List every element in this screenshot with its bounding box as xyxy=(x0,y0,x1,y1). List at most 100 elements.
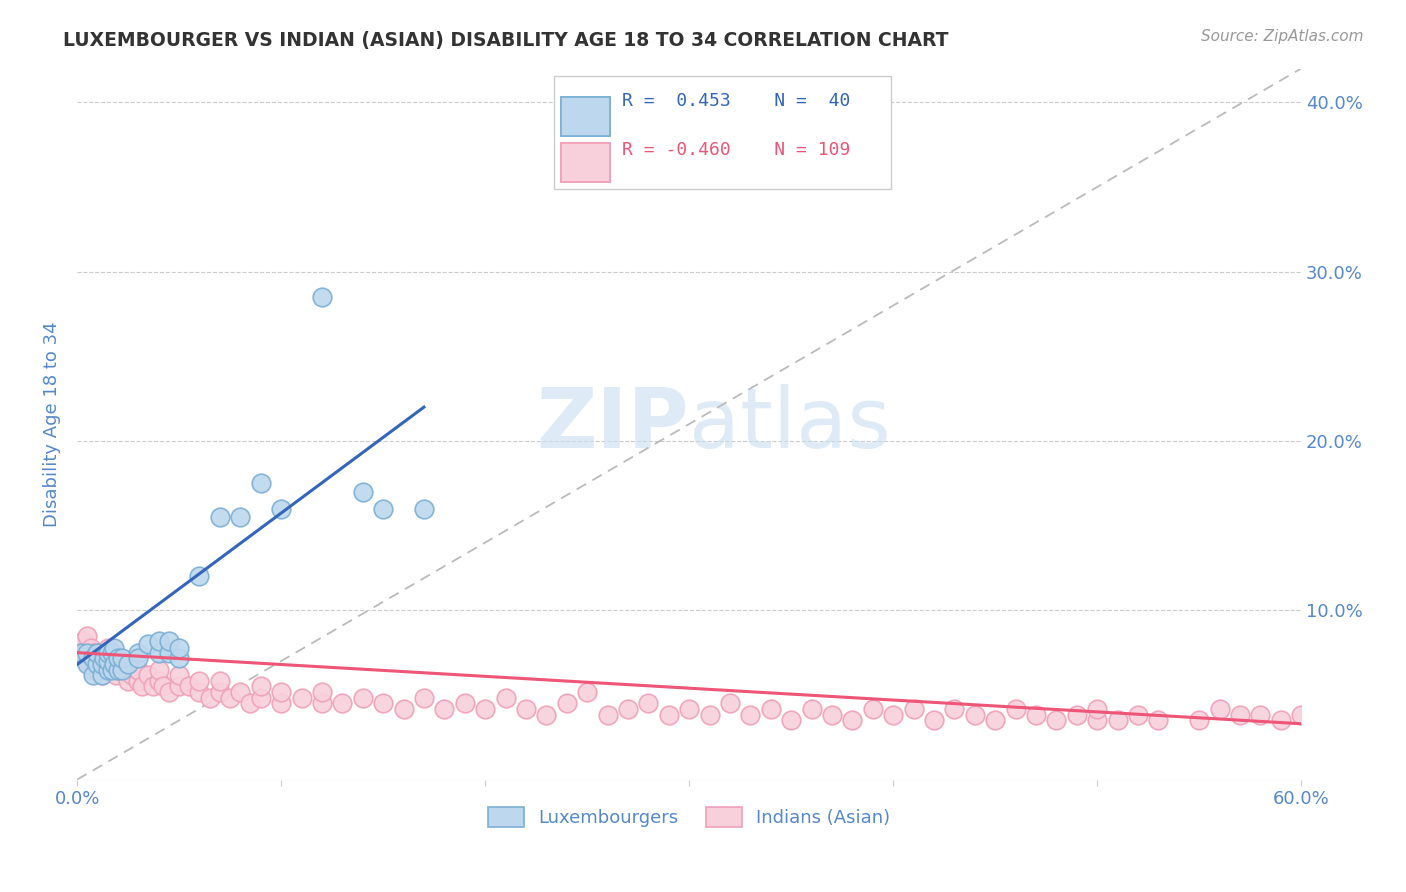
Point xyxy=(903,701,925,715)
Point xyxy=(108,663,131,677)
Point xyxy=(922,714,945,728)
Point xyxy=(80,650,103,665)
Point xyxy=(841,714,863,728)
Point xyxy=(127,674,149,689)
Point xyxy=(1025,708,1047,723)
Point xyxy=(433,701,456,715)
Point xyxy=(127,646,149,660)
Point xyxy=(412,501,434,516)
Point xyxy=(111,650,134,665)
Point xyxy=(576,684,599,698)
Point xyxy=(97,654,120,668)
Point xyxy=(617,701,640,715)
Text: R =  0.453    N =  40: R = 0.453 N = 40 xyxy=(621,92,851,110)
Point xyxy=(198,691,221,706)
Point xyxy=(740,708,762,723)
Point xyxy=(97,650,120,665)
Point xyxy=(759,701,782,715)
Point xyxy=(963,708,986,723)
Point xyxy=(142,680,165,694)
Point xyxy=(75,650,97,665)
Point xyxy=(103,657,125,672)
Point xyxy=(90,667,112,681)
Point xyxy=(596,708,619,723)
Point xyxy=(239,697,262,711)
Point xyxy=(93,650,115,665)
Point xyxy=(107,650,129,665)
Text: R = -0.460    N = 109: R = -0.460 N = 109 xyxy=(621,141,851,160)
Point xyxy=(188,569,211,583)
Point xyxy=(454,697,477,711)
Point xyxy=(148,663,170,677)
Point xyxy=(1270,714,1292,728)
Text: LUXEMBOURGER VS INDIAN (ASIAN) DISABILITY AGE 18 TO 34 CORRELATION CHART: LUXEMBOURGER VS INDIAN (ASIAN) DISABILIT… xyxy=(63,31,949,50)
Point xyxy=(249,476,271,491)
FancyBboxPatch shape xyxy=(554,76,891,189)
Point xyxy=(208,674,231,689)
Point xyxy=(82,667,104,681)
Point xyxy=(84,646,107,660)
Point xyxy=(658,708,681,723)
Point xyxy=(86,646,108,660)
Point xyxy=(1107,714,1129,728)
Point xyxy=(249,691,271,706)
Point xyxy=(90,650,112,665)
Point xyxy=(152,680,174,694)
Point xyxy=(371,501,394,516)
Point xyxy=(249,680,271,694)
Point xyxy=(98,663,121,677)
Point xyxy=(1147,714,1170,728)
Point xyxy=(76,646,98,660)
Point xyxy=(1126,708,1149,723)
Point xyxy=(699,708,721,723)
Point xyxy=(90,657,112,672)
Point xyxy=(474,701,496,715)
Point xyxy=(117,674,139,689)
Point xyxy=(121,667,143,681)
FancyBboxPatch shape xyxy=(561,97,610,136)
Point xyxy=(229,510,252,524)
Point xyxy=(821,708,844,723)
Point xyxy=(97,640,120,655)
Point xyxy=(111,663,134,677)
Point xyxy=(882,708,904,723)
Point xyxy=(167,680,190,694)
Point xyxy=(943,701,966,715)
Point xyxy=(208,510,231,524)
Point xyxy=(188,684,211,698)
Point xyxy=(718,697,741,711)
Point xyxy=(138,637,160,651)
Point xyxy=(412,691,434,706)
Point xyxy=(555,697,578,711)
Point xyxy=(157,684,180,698)
Point xyxy=(1208,701,1230,715)
Point xyxy=(167,640,190,655)
Point xyxy=(311,684,333,698)
Point xyxy=(157,633,180,648)
Point xyxy=(148,646,170,660)
Point xyxy=(89,657,111,672)
Point xyxy=(76,640,98,655)
Point xyxy=(97,646,120,660)
Point xyxy=(515,701,537,715)
Point xyxy=(1045,714,1067,728)
Point xyxy=(117,657,139,672)
Point xyxy=(229,684,252,698)
Legend: Luxembourgers, Indians (Asian): Luxembourgers, Indians (Asian) xyxy=(481,799,897,835)
Text: atlas: atlas xyxy=(689,384,891,465)
Point xyxy=(270,697,292,711)
Point xyxy=(392,701,415,715)
Point xyxy=(157,646,180,660)
Point xyxy=(862,701,884,715)
Point xyxy=(89,646,111,660)
Point xyxy=(167,650,190,665)
Point xyxy=(352,691,374,706)
Point xyxy=(82,663,104,677)
Point xyxy=(148,633,170,648)
Point xyxy=(84,657,107,672)
Point xyxy=(179,680,201,694)
Point xyxy=(90,667,112,681)
Point xyxy=(80,640,103,655)
Point xyxy=(270,684,292,698)
Point xyxy=(70,646,93,660)
